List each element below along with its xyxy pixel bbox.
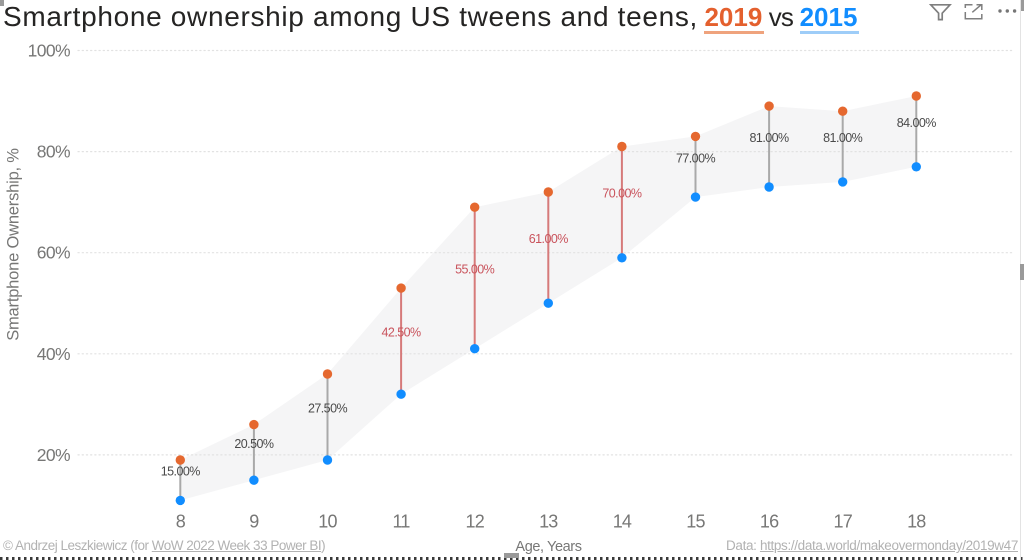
svg-text:12: 12 — [465, 512, 484, 532]
svg-text:40%: 40% — [37, 344, 70, 364]
svg-text:77.00%: 77.00% — [676, 151, 716, 165]
svg-text:14: 14 — [613, 512, 632, 532]
svg-text:15: 15 — [686, 512, 705, 532]
svg-text:100%: 100% — [28, 41, 70, 61]
svg-text:55.00%: 55.00% — [455, 263, 495, 277]
svg-text:16: 16 — [760, 512, 779, 532]
svg-text:60%: 60% — [37, 243, 70, 263]
svg-text:20.50%: 20.50% — [234, 437, 274, 451]
svg-text:81.00%: 81.00% — [823, 131, 863, 145]
svg-text:18: 18 — [907, 512, 926, 532]
svg-text:27.50%: 27.50% — [308, 402, 348, 416]
svg-text:84.00%: 84.00% — [897, 116, 937, 130]
svg-text:9: 9 — [249, 512, 259, 532]
svg-text:15.00%: 15.00% — [161, 465, 201, 479]
svg-text:Age, Years: Age, Years — [515, 539, 581, 555]
svg-text:81.00%: 81.00% — [750, 131, 790, 145]
svg-text:8: 8 — [176, 512, 186, 532]
svg-text:Smartphone Ownership, %: Smartphone Ownership, % — [5, 148, 23, 341]
svg-text:80%: 80% — [37, 142, 70, 162]
svg-text:61.00%: 61.00% — [529, 232, 569, 246]
svg-text:17: 17 — [833, 512, 852, 532]
svg-text:42.50%: 42.50% — [382, 326, 422, 340]
svg-text:70.00%: 70.00% — [602, 187, 642, 201]
svg-text:11: 11 — [393, 512, 411, 532]
svg-text:13: 13 — [539, 512, 558, 532]
svg-text:20%: 20% — [37, 445, 70, 465]
svg-text:10: 10 — [318, 512, 337, 532]
